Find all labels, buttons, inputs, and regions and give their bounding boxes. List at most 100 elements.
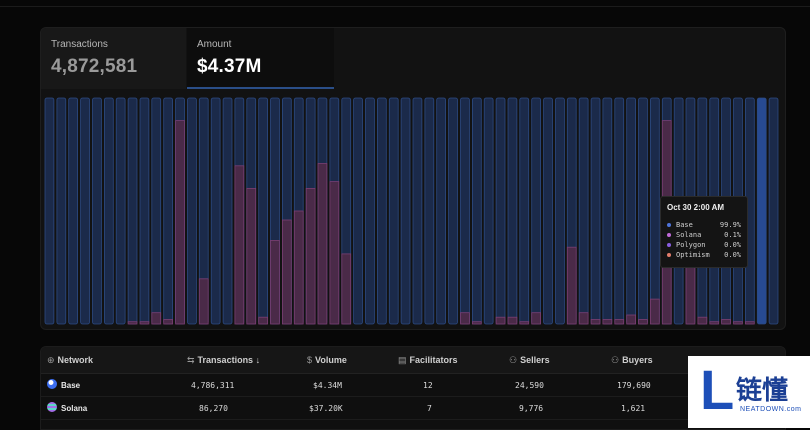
bar-value[interactable] <box>270 239 280 325</box>
column-label: Transactions ↓ <box>197 355 261 365</box>
bar-column-bg[interactable] <box>412 97 423 325</box>
bar-value[interactable] <box>721 319 731 325</box>
tab-amount[interactable]: Amount $4.37M <box>187 28 334 89</box>
bar-column-bg[interactable] <box>768 97 779 325</box>
column-label: Volume <box>315 355 347 365</box>
tab-transactions[interactable]: Transactions 4,872,581 <box>41 28 186 89</box>
watermark-text: 链懂 <box>736 375 789 405</box>
bar-value[interactable] <box>709 321 720 325</box>
bar-column-bg[interactable] <box>80 97 90 325</box>
bar-value[interactable] <box>578 312 589 325</box>
table-row[interactable]: Solana 86,270 $37.20K 7 9,776 1,621 <box>41 397 785 420</box>
bar-column-bg[interactable] <box>44 97 55 325</box>
bar-value[interactable] <box>650 298 660 325</box>
bar-value[interactable] <box>531 312 542 325</box>
bar-value[interactable] <box>566 246 577 325</box>
bar-value[interactable] <box>293 210 304 325</box>
bar-column-bg[interactable] <box>365 97 375 325</box>
facilitators-cell: 7 <box>427 404 432 413</box>
bar-value[interactable] <box>163 319 173 325</box>
bar-value[interactable] <box>281 219 292 325</box>
column-label: Facilitators <box>409 355 458 365</box>
bar-value[interactable] <box>198 278 209 325</box>
bar-column-bg[interactable] <box>187 97 197 325</box>
bar-column-bg[interactable] <box>56 97 67 325</box>
bar-column-bg[interactable] <box>602 97 613 325</box>
bar-column-bg[interactable] <box>139 97 150 325</box>
bar-column-bg[interactable] <box>471 97 482 325</box>
sellers-cell: 9,776 <box>519 404 544 413</box>
bar-column-bg[interactable] <box>614 97 625 325</box>
bar-value[interactable] <box>139 321 150 325</box>
bar-value[interactable] <box>638 319 648 325</box>
bar-column-bg[interactable] <box>650 97 660 325</box>
bar-column-bg[interactable] <box>151 97 162 325</box>
bar-value[interactable] <box>246 188 257 325</box>
bar-column-bg[interactable] <box>163 97 173 325</box>
bar-column-bg[interactable] <box>115 97 126 325</box>
bar-value[interactable] <box>614 319 625 325</box>
bar-value[interactable] <box>602 319 613 325</box>
bar-column-bg[interactable] <box>531 97 542 325</box>
bar-column-bg[interactable] <box>68 97 79 325</box>
bar-value[interactable] <box>234 165 245 325</box>
bar-column-bg[interactable] <box>376 97 387 325</box>
bar-value[interactable] <box>151 312 162 325</box>
bar-column-bg[interactable] <box>210 97 221 325</box>
bar-column-bg[interactable] <box>388 97 399 325</box>
bar-value[interactable] <box>590 319 601 325</box>
column-header-facilitators[interactable]: ▤ Facilitators <box>398 355 458 366</box>
table-row[interactable]: Base 4,786,311 $4.34M 12 24,590 179,690 <box>41 374 785 397</box>
column-header-volume[interactable]: $ Volume <box>307 355 347 365</box>
bar-value[interactable] <box>507 316 518 325</box>
column-header-network[interactable]: ⊕ Network <box>47 355 93 366</box>
bar-value[interactable] <box>175 120 185 325</box>
bar-column-bg[interactable] <box>756 97 767 325</box>
bar-column-bg[interactable] <box>578 97 589 325</box>
volume-cell: $4.34M <box>313 381 342 390</box>
tab-amount-label: Amount <box>197 39 232 50</box>
column-header-transactions[interactable]: ⇆ Transactions ↓ <box>187 355 260 366</box>
solana-dot-icon <box>667 233 671 237</box>
bar-column-bg[interactable] <box>555 97 565 325</box>
bar-value[interactable] <box>519 321 530 325</box>
bar-value[interactable] <box>745 321 755 325</box>
bar-column-bg[interactable] <box>353 97 363 325</box>
bar-value[interactable] <box>495 316 506 325</box>
bar-column-bg[interactable] <box>104 97 114 325</box>
bar-column-bg[interactable] <box>92 97 102 325</box>
bar-column-bg[interactable] <box>495 97 506 325</box>
column-header-buyers[interactable]: ⚇ Buyers <box>611 355 653 366</box>
bar-column-bg[interactable] <box>424 97 435 325</box>
bar-column-bg[interactable] <box>626 97 637 325</box>
column-header-sellers[interactable]: ⚇ Sellers <box>509 355 550 366</box>
bar-column-bg[interactable] <box>436 97 447 325</box>
bar-column-bg[interactable] <box>222 97 233 325</box>
bar-column-bg[interactable] <box>543 97 553 325</box>
bar-column-bg[interactable] <box>483 97 494 325</box>
bar-value[interactable] <box>733 321 743 325</box>
globe-icon: ⊕ <box>47 355 55 365</box>
bar-column-bg[interactable] <box>258 97 268 325</box>
bar-value[interactable] <box>626 314 637 325</box>
bar-value[interactable] <box>317 163 328 325</box>
bar-column-bg[interactable] <box>519 97 530 325</box>
bar-value[interactable] <box>460 312 470 325</box>
base-dot-icon <box>667 223 671 227</box>
bar-column-bg[interactable] <box>127 97 138 325</box>
bar-column-bg[interactable] <box>448 97 458 325</box>
bar-column-bg[interactable] <box>400 97 411 325</box>
bar-value[interactable] <box>341 253 352 325</box>
tab-transactions-value: 4,872,581 <box>51 56 138 77</box>
bar-column-bg[interactable] <box>460 97 470 325</box>
bar-column-bg[interactable] <box>590 97 601 325</box>
bar-value[interactable] <box>305 188 316 325</box>
bar-value[interactable] <box>471 321 482 325</box>
tooltip-row-solana: Solana 0.1% <box>667 230 741 240</box>
bar-value[interactable] <box>697 316 708 325</box>
bar-value[interactable] <box>329 181 340 325</box>
bar-value[interactable] <box>258 316 268 325</box>
bar-column-bg[interactable] <box>507 97 518 325</box>
bar-value[interactable] <box>127 321 138 325</box>
bar-column-bg[interactable] <box>638 97 648 325</box>
